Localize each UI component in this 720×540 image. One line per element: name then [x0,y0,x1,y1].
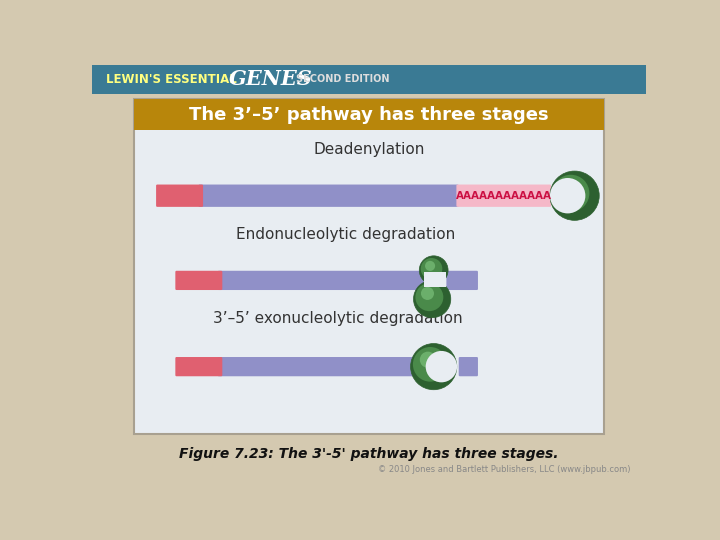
FancyBboxPatch shape [134,99,604,434]
FancyBboxPatch shape [134,99,604,130]
FancyBboxPatch shape [446,271,478,290]
FancyBboxPatch shape [423,272,446,287]
FancyBboxPatch shape [176,271,222,290]
Circle shape [550,178,585,213]
Text: LEWIN'S ESSENTIAL: LEWIN'S ESSENTIAL [106,73,236,86]
Circle shape [410,343,456,390]
Text: Deadenylation: Deadenylation [313,142,425,157]
Text: Endonucleolytic degradation: Endonucleolytic degradation [236,227,456,242]
Text: Figure 7.23: The 3'-5' pathway has three stages.: Figure 7.23: The 3'-5' pathway has three… [179,447,559,461]
Text: 3’–5’ exonucleolytic degradation: 3’–5’ exonucleolytic degradation [213,312,463,326]
Circle shape [425,261,435,271]
Text: SECOND EDITION: SECOND EDITION [296,75,390,84]
Text: GENES: GENES [229,70,312,90]
Circle shape [419,256,448,285]
Text: The 3’–5’ pathway has three stages: The 3’–5’ pathway has three stages [189,106,549,124]
Circle shape [560,180,577,197]
FancyBboxPatch shape [456,185,551,207]
FancyBboxPatch shape [217,271,424,290]
Circle shape [413,280,451,318]
FancyBboxPatch shape [459,357,478,376]
FancyBboxPatch shape [199,185,459,207]
Text: © 2010 Jones and Bartlett Publishers, LLC (www.jbpub.com): © 2010 Jones and Bartlett Publishers, LL… [378,465,631,475]
Circle shape [420,258,442,280]
FancyBboxPatch shape [176,357,222,376]
Circle shape [426,351,457,382]
Circle shape [415,283,444,311]
FancyBboxPatch shape [92,65,647,94]
FancyBboxPatch shape [217,357,432,376]
Circle shape [550,171,599,220]
Circle shape [552,175,590,212]
Circle shape [421,287,434,300]
Text: AAAAAAAAAAAA: AAAAAAAAAAAA [456,191,552,201]
Circle shape [420,352,436,368]
Circle shape [413,347,448,382]
FancyBboxPatch shape [156,185,203,207]
